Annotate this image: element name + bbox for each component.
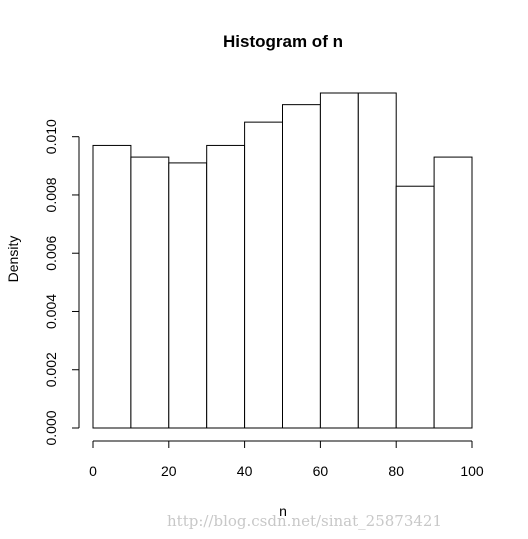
x-axis: 0 20 40 60 80 100 (89, 440, 484, 479)
x-tick-label: 0 (89, 463, 97, 479)
histogram-bar (130, 156, 170, 429)
histogram-bar (92, 144, 132, 429)
y-tick-label: 0.004 (43, 294, 59, 329)
y-axis: 0.000 0.002 0.004 0.006 0.008 0.010 (43, 119, 80, 446)
chart-title: Histogram of n (223, 32, 343, 51)
histogram-bar (319, 92, 359, 429)
histogram-bar (433, 156, 473, 429)
y-axis-label: Density (5, 236, 21, 283)
x-tick-label: 100 (460, 463, 484, 479)
bars-group (92, 92, 473, 429)
y-tick-label: 0.010 (43, 119, 59, 154)
x-tick-label: 80 (388, 463, 404, 479)
histogram-bar (244, 121, 284, 429)
y-tick-label: 0.000 (43, 410, 59, 445)
y-tick-label: 0.008 (43, 177, 59, 212)
watermark: http://blog.csdn.net/sinat_25873421 (167, 512, 442, 530)
x-tick-label: 20 (161, 463, 177, 479)
histogram-bar (357, 92, 397, 429)
histogram-bar (282, 104, 321, 429)
x-tick-label: 60 (313, 463, 329, 479)
y-tick-label: 0.002 (43, 352, 59, 387)
histogram-bar (168, 162, 208, 429)
histogram-bar (395, 185, 435, 429)
histogram-bar (206, 144, 246, 429)
x-tick-label: 40 (237, 463, 253, 479)
x-axis-label: n (279, 503, 287, 519)
y-tick-label: 0.006 (43, 235, 59, 270)
